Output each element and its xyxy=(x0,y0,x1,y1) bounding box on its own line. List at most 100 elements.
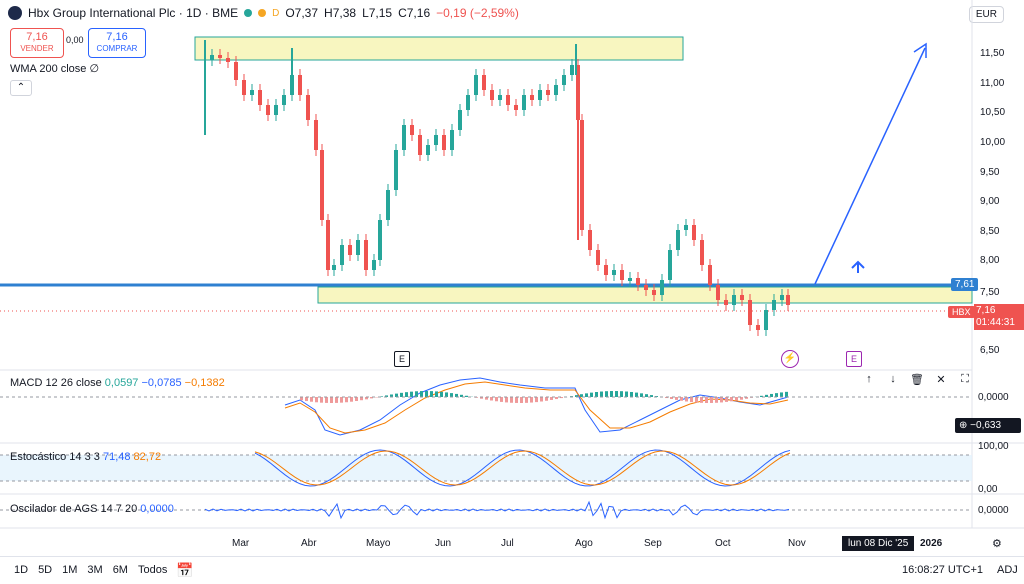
range-button[interactable]: 1D xyxy=(14,564,29,576)
candle-body xyxy=(226,58,230,62)
time-axis-label: Ago xyxy=(575,538,593,549)
candle-body xyxy=(514,105,518,110)
price-axis-label: 7,50 xyxy=(980,287,1000,298)
delete-icon[interactable]: 🗑 xyxy=(910,374,924,386)
macd-histogram-bar xyxy=(340,397,343,403)
macd-histogram-bar xyxy=(745,397,748,399)
wma-legend[interactable]: WMA 200 close ∅ xyxy=(10,63,100,75)
candle-body xyxy=(402,125,406,150)
stoch-bottom-label: 0,00 xyxy=(978,484,998,495)
earnings-marker-1[interactable]: E xyxy=(394,351,410,367)
candle-body xyxy=(442,135,446,150)
macd-histogram-bar xyxy=(365,397,368,400)
candle-body xyxy=(386,190,390,220)
macd-legend[interactable]: MACD 12 26 close 0,0597 −0,0785 −0,1382 xyxy=(10,377,225,389)
macd-histogram-bar xyxy=(450,393,453,397)
symbol-logo-icon xyxy=(8,6,22,20)
macd-histogram-bar xyxy=(305,397,308,402)
range-button[interactable]: 1M xyxy=(62,564,78,576)
candle-body xyxy=(234,62,238,80)
candle-body xyxy=(434,135,438,145)
move-up-icon[interactable]: ↑ xyxy=(866,373,872,385)
candle-body xyxy=(326,220,330,270)
macd-histogram-bar xyxy=(490,397,493,401)
plus-icon[interactable]: ⊕ xyxy=(959,420,968,431)
time-axis-label: Jun xyxy=(435,538,452,549)
buy-label: COMPRAR xyxy=(96,44,138,53)
last-price-value: 7,16 xyxy=(976,305,996,316)
macd-histogram-bar xyxy=(350,397,353,402)
macd-histogram-bar xyxy=(625,391,628,397)
macd-histogram-bar xyxy=(530,397,533,403)
range-button[interactable]: 6M xyxy=(112,564,128,576)
candle-body xyxy=(274,105,278,115)
move-down-icon[interactable]: ↓ xyxy=(890,373,896,385)
macd-histogram-bar xyxy=(445,392,448,397)
macd-histogram-bar xyxy=(480,397,483,399)
earnings-marker-2[interactable]: E xyxy=(846,351,862,367)
macd-histogram-bar xyxy=(780,392,783,397)
candle-body xyxy=(684,225,688,230)
dividend-lightning-icon[interactable]: ⚡ xyxy=(781,350,799,368)
macd-readout-value: −0,633 xyxy=(970,420,1002,431)
candle-body xyxy=(786,295,790,305)
candle-body xyxy=(498,95,502,100)
macd-histogram-bar xyxy=(775,393,778,397)
candle-body xyxy=(418,135,422,155)
macd-histogram-bar xyxy=(545,397,548,401)
macd-histogram-bar xyxy=(385,395,388,397)
symbol-title[interactable]: Hbx Group International Plc · 1D · BME xyxy=(28,6,239,20)
range-button[interactable]: Todos xyxy=(137,564,168,576)
macd-histogram-bar xyxy=(560,397,563,399)
ags-legend[interactable]: Oscilador de AGS 14 7 20 0,0000 xyxy=(10,503,174,515)
range-button[interactable]: 5D xyxy=(38,564,53,576)
candle-body xyxy=(538,90,542,100)
price-axis-label: 10,50 xyxy=(980,107,1006,118)
candle-body xyxy=(628,278,632,281)
candle-body xyxy=(458,110,462,130)
macd-histogram-bar xyxy=(370,397,373,399)
candle-body xyxy=(258,90,262,105)
macd-histogram-bar xyxy=(675,397,678,400)
collapse-legend-button[interactable]: ⌃ xyxy=(10,80,32,96)
sell-price: 7,16 xyxy=(26,31,48,43)
stoch-legend[interactable]: Estocástico 14 3 3 71,48 82,72 xyxy=(10,451,161,463)
macd-histogram-bar xyxy=(720,397,723,403)
clock-label[interactable]: 16:08:27 UTC+1 xyxy=(902,564,984,576)
candle-body xyxy=(700,240,704,265)
macd-histogram-bar xyxy=(685,397,688,402)
ohlc-high: H7,38 xyxy=(324,6,357,20)
macd-histogram-bar xyxy=(505,397,508,403)
candle-body xyxy=(660,280,664,295)
stoch-d-line xyxy=(254,450,791,486)
macd-histogram-bar xyxy=(670,397,673,400)
candle-body xyxy=(756,325,760,330)
sell-button[interactable]: 7,16 VENDER xyxy=(10,28,64,58)
candle-body xyxy=(490,90,494,100)
projection-arrowhead xyxy=(913,42,927,58)
candle-body xyxy=(530,95,534,100)
candle-body xyxy=(466,95,470,110)
stoch-label: Estocástico 14 3 3 xyxy=(10,451,100,463)
macd-histogram-bar xyxy=(400,392,403,397)
macd-histogram-bar xyxy=(740,397,743,400)
macd-histogram-bar xyxy=(335,397,338,403)
candle-body xyxy=(576,65,580,120)
candle-body xyxy=(250,90,254,95)
date-range-calendar-icon[interactable]: 📅 xyxy=(176,562,194,578)
macd-histogram-bar xyxy=(520,397,523,403)
buy-button[interactable]: 7,16 COMPRAR xyxy=(88,28,146,58)
collapse-pane-icon[interactable]: ✕ xyxy=(936,374,946,386)
macd-histogram-bar xyxy=(495,397,498,402)
settings-gear-icon[interactable]: ⚙ xyxy=(992,538,1002,550)
candle-body xyxy=(604,265,608,275)
currency-selector[interactable]: EUR xyxy=(968,6,1004,23)
candle-body xyxy=(242,80,246,95)
range-button[interactable]: 3M xyxy=(87,564,103,576)
maximize-pane-icon[interactable]: ⛶ xyxy=(961,373,969,385)
range-selector: 1D 5D 1M 3M 6M Todos xyxy=(14,564,167,576)
candle-body xyxy=(554,85,558,95)
adj-toggle[interactable]: ADJ xyxy=(997,564,1018,576)
candle-body xyxy=(522,95,526,110)
